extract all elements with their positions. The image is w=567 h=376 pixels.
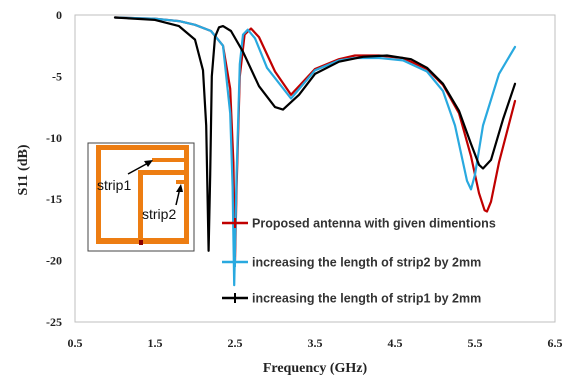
antenna-strip2 (176, 180, 186, 184)
y-tick-label: -20 (46, 254, 62, 268)
y-axis-title: S11 (dB) (16, 144, 31, 195)
x-tick-label: 4.5 (388, 336, 403, 350)
legend-label-2: increasing the length of strip2 by 2mm (252, 256, 481, 270)
antenna-middle-arm (138, 170, 186, 175)
y-tick-label: -5 (52, 69, 62, 83)
y-axis-ticks: 0 -5 -10 -15 -20 -25 (46, 8, 62, 329)
series-lines (113, 16, 517, 287)
legend: Proposed antenna with given dimentions in… (222, 217, 496, 306)
strip2-label: strip2 (142, 206, 176, 222)
x-tick-label: 1.5 (148, 336, 163, 350)
x-axis-title: Frequency (GHz) (263, 361, 368, 376)
y-tick-label: 0 (56, 8, 62, 22)
y-tick-label: -15 (46, 192, 62, 206)
x-tick-label: 6.5 (548, 336, 563, 350)
x-tick-label: 2.5 (228, 336, 243, 350)
legend-label-3: increasing the length of strip1 by 2mm (252, 292, 481, 306)
x-axis-ticks: 0.5 1.5 2.5 3.5 4.5 5.5 6.5 (68, 336, 563, 350)
x-tick-label: 3.5 (308, 336, 323, 350)
strip2-arrowhead (176, 184, 183, 192)
plot-area (74, 14, 556, 323)
antenna-feed-port (139, 240, 143, 245)
antenna-feed-line (138, 170, 143, 240)
antenna-inset: strip1 strip2 (87, 142, 195, 252)
x-tick-label: 5.5 (468, 336, 483, 350)
series-line-3 (113, 16, 517, 252)
strip1-label: strip1 (97, 177, 131, 193)
antenna-left-arm (96, 145, 101, 244)
plot-border (74, 14, 556, 323)
legend-label-1: Proposed antenna with given dimentions (252, 217, 496, 231)
series-line-2 (113, 16, 517, 287)
antenna-strip1 (152, 158, 186, 162)
antenna-right-arm (184, 145, 189, 244)
y-tick-label: -10 (46, 131, 62, 145)
y-tick-label: -25 (46, 315, 62, 329)
strip1-arrowhead (144, 160, 153, 167)
x-tick-label: 0.5 (68, 336, 83, 350)
antenna-top-arm (96, 145, 188, 150)
